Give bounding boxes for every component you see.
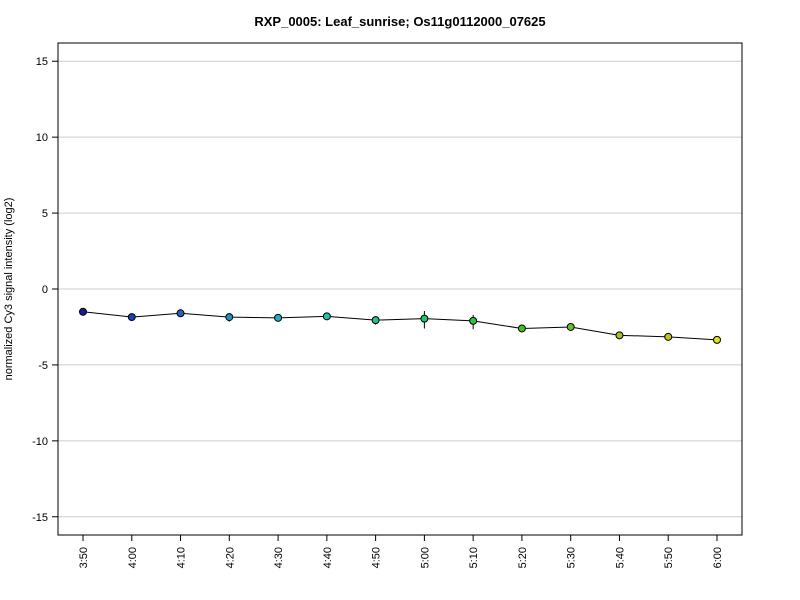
x-tick-label: 5:40 [614,547,626,568]
data-point [664,332,673,341]
x-tick-label: 4:00 [127,547,139,568]
x-tick-label: 3:50 [78,547,90,568]
x-tick-label: 6:00 [712,547,724,568]
x-tick-label: 4:30 [273,547,285,568]
y-tick-label: -15 [32,512,48,524]
x-tick-label: 4:10 [176,547,188,568]
x-tick-label: 5:30 [566,547,578,568]
data-point [469,316,478,325]
x-tick-label: 5:00 [419,547,431,568]
x-tick-label: 5:50 [663,547,675,568]
data-series [79,307,721,344]
y-tick-label: 15 [36,56,48,68]
grid [58,60,742,518]
data-point [566,322,575,331]
y-axis-label: normalized Cy3 signal intensity (log2) [3,198,15,381]
series-line [82,311,718,341]
data-point [176,309,185,318]
x-tick-label: 4:50 [371,547,383,568]
y-tick-label: -10 [32,436,48,448]
data-point [225,313,234,322]
data-point [322,312,331,321]
y-tick-label: 10 [36,132,48,144]
y-tick-label: 0 [42,284,48,296]
x-tick-label: 5:10 [468,547,480,568]
x-axis: 3:50 4:00 4:10 4:20 4:30 4:40 4:50 5:00 5:10 5:20… [78,534,724,568]
data-point [517,324,526,333]
data-point [371,316,380,325]
y-tick-label: -5 [38,360,48,372]
data-point [420,314,429,323]
data-point [79,307,87,316]
chart-title: RXP_0005: Leaf_sunrise; Os11g0112000_076… [254,14,545,29]
data-point [274,313,283,322]
x-tick-label: 5:20 [517,547,529,568]
x-tick-label: 4:20 [224,547,236,568]
x-tick-label: 4:40 [322,547,334,568]
y-axis: 15 10 5 0 -5 -10 -15 [32,56,58,524]
y-tick-label: 5 [42,208,48,220]
data-point [127,313,136,322]
data-point [713,335,721,344]
data-point [615,331,624,340]
